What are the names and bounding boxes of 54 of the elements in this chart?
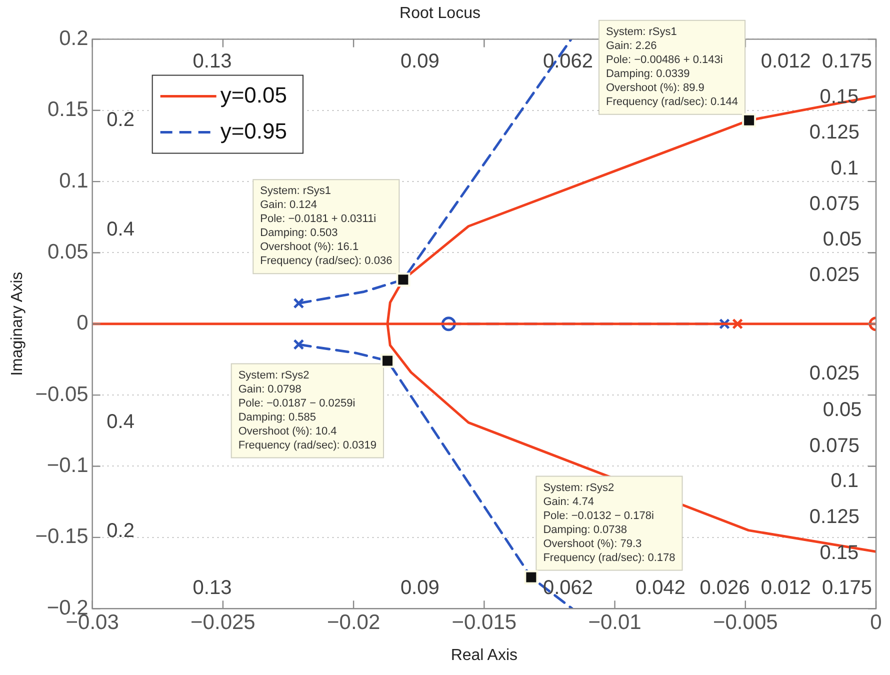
chart-title: Root Locus [400, 5, 480, 22]
annotation: 0.125 [809, 506, 860, 528]
point [293, 298, 304, 309]
y-tick-label: 0.05 [47, 240, 88, 264]
annotation: 0.1 [830, 470, 859, 492]
annotation: System: rSys1 Gain: 2.26 Pole: −0.00486 + 0.143i Damping: 0.0339 Overshoot (%): 89.9 Frequency (rad/sec): 0.144 [606, 26, 738, 108]
annotation: 0.042 [635, 577, 686, 600]
annotation: 0.025 [809, 264, 860, 286]
y-tick-label: 0.15 [47, 98, 88, 122]
annotation: 0.026 [700, 577, 750, 600]
annotation: 0.13 [192, 50, 232, 72]
y-tick-label: −0.05 [35, 382, 88, 406]
annotation: 0.175 [822, 577, 872, 600]
annotation: 0.1 [830, 158, 859, 180]
annotation: 0.4 [106, 410, 134, 433]
annotation: 0.13 [192, 577, 232, 600]
annotation: 0.09 [400, 577, 440, 600]
y-axis-title: Imaginary Axis [9, 272, 26, 376]
annotation: 0.4 [106, 218, 134, 240]
annotation: 0.175 [822, 50, 872, 72]
y-tick-label: 0.2 [59, 26, 88, 50]
x-tick-label: −0.025 [190, 610, 256, 634]
x-tick-label: −0.02 [326, 610, 380, 634]
point [293, 339, 304, 350]
x-tick-label: −0.015 [452, 610, 517, 634]
legend-label: y=0.95 [220, 118, 288, 144]
annotation: 0.012 [760, 577, 811, 600]
y-tick-label: 0 [76, 312, 88, 335]
annotation: 0.05 [822, 228, 862, 251]
x-tick-label: −0.01 [588, 610, 642, 634]
annotation: 0.2 [106, 109, 134, 132]
annotation: 0.09 [400, 50, 440, 72]
annotation: System: rSys1 Gain: 0.124 Pole: −0.0181 + 0.0311i Damping: 0.503 Overshoot (%): 16.1 Frequency (rad/sec): 0.036 [260, 185, 392, 268]
y-tick-label: −0.15 [35, 525, 88, 548]
annotation: 0.025 [809, 362, 860, 385]
annotation: 0.075 [809, 192, 860, 215]
y-tick-label: −0.1 [46, 454, 88, 478]
annotation: System: rSys2 Gain: 0.0798 Pole: −0.0187 − 0.0259i Damping: 0.585 Overshoot (%): 10.4 Frequency (rad/sec): 0.0319 [238, 369, 377, 452]
x-tick-label: −0.005 [712, 610, 778, 634]
point [732, 318, 744, 330]
annotation: System: rSys2 Gain: 4.74 Pole: −0.0132 − 0.178i Damping: 0.0738 Overshoot (%): 79.3 Frequency (rad/sec): 0.178 [543, 482, 676, 564]
annotation: 0.2 [106, 520, 134, 542]
annotation: 0.125 [809, 122, 860, 144]
x-tick-label: 0 [870, 610, 882, 634]
annotation: 0.05 [822, 398, 862, 421]
annotation: 0.062 [542, 577, 594, 600]
annotation: 0.012 [760, 50, 811, 72]
x-axis-title: Real Axis [450, 646, 518, 664]
annotation: 0.15 [820, 86, 859, 108]
y-tick-label: 0.1 [59, 169, 88, 192]
annotation: 0.062 [542, 50, 594, 72]
annotation: 0.075 [809, 434, 860, 457]
legend-label: y=0.05 [220, 82, 288, 108]
annotation: 0.15 [820, 542, 859, 564]
